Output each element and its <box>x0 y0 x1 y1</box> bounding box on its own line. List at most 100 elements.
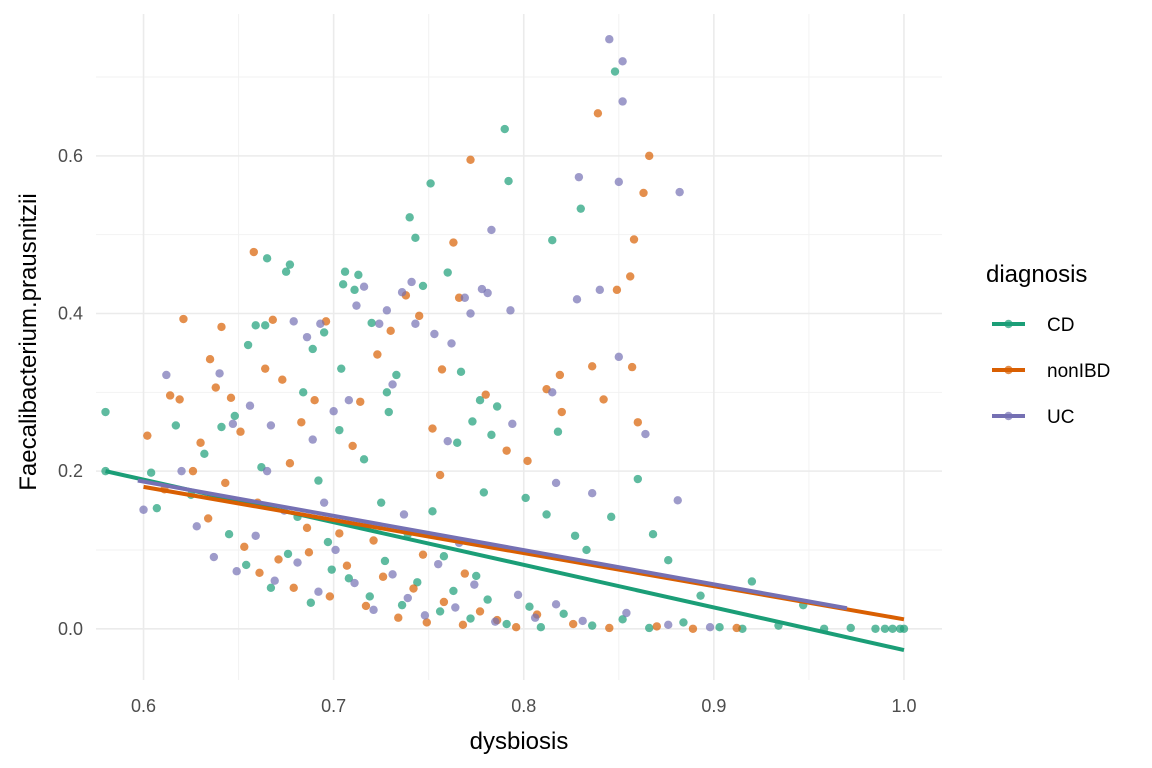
legend-item-uc: UC <box>992 407 1074 428</box>
data-point-cd <box>335 425 344 435</box>
data-point-cd <box>384 407 393 417</box>
data-point-cd <box>340 267 350 276</box>
data-point-nonibd <box>304 548 314 557</box>
data-point-nonibd <box>378 572 388 581</box>
data-point-uc <box>420 611 430 620</box>
data-point-uc <box>572 295 582 304</box>
data-point-cd <box>266 583 276 592</box>
data-point-nonibd <box>626 272 635 281</box>
data-point-uc <box>266 421 276 430</box>
data-point-cd <box>548 236 557 245</box>
data-point-cd <box>299 388 308 397</box>
data-point-nonibd <box>175 395 184 404</box>
data-point-cd <box>633 474 643 484</box>
data-point-cd <box>146 468 156 477</box>
data-point-nonibd <box>211 383 220 392</box>
data-point-uc <box>403 593 412 603</box>
data-point-nonibd <box>652 622 662 631</box>
data-point-nonibd <box>325 592 335 601</box>
data-point-uc <box>551 600 561 609</box>
points-layer <box>101 35 909 633</box>
grid-minor <box>96 14 942 680</box>
data-point-nonibd <box>278 375 287 384</box>
data-point-cd <box>587 621 597 630</box>
data-point-uc <box>350 578 359 588</box>
data-point-uc <box>375 319 384 328</box>
data-point-cd <box>308 344 317 354</box>
legend-label: nonIBD <box>1047 361 1110 382</box>
data-point-nonibd <box>268 315 278 325</box>
data-point-cd <box>468 417 477 426</box>
data-point-nonibd <box>348 441 357 451</box>
data-point-uc <box>548 388 557 397</box>
data-point-cd <box>101 407 110 417</box>
data-point-cd <box>880 624 890 633</box>
y-tick-label: 0.6 <box>58 146 83 166</box>
data-point-uc <box>177 466 186 476</box>
data-point-cd <box>152 503 162 513</box>
data-point-cd <box>664 555 673 565</box>
data-point-nonibd <box>418 550 428 559</box>
data-point-uc <box>587 489 597 498</box>
data-point-cd <box>536 622 546 632</box>
data-point-nonibd <box>236 427 245 436</box>
data-point-cd <box>283 549 293 559</box>
data-point-uc <box>382 306 392 315</box>
data-point-uc <box>466 309 475 318</box>
data-point-uc <box>289 317 298 326</box>
data-point-cd <box>576 204 585 213</box>
data-point-cd <box>747 577 757 586</box>
data-point-cd <box>479 488 489 497</box>
data-point-cd <box>428 507 437 516</box>
data-point-uc <box>352 301 361 310</box>
data-point-cd <box>217 422 226 432</box>
data-point-uc <box>209 552 219 562</box>
data-point-nonibd <box>639 188 648 198</box>
data-point-uc <box>344 396 354 405</box>
data-point-nonibd <box>437 365 447 374</box>
data-point-nonibd <box>633 418 643 427</box>
data-point-cd <box>502 619 511 629</box>
data-point-cd <box>645 623 654 633</box>
trend-lines <box>105 469 905 653</box>
data-point-nonibd <box>302 523 312 533</box>
legend-label: UC <box>1047 407 1074 428</box>
data-point-cd <box>376 498 386 507</box>
data-point-cd <box>648 529 658 539</box>
data-point-cd <box>350 285 359 295</box>
data-point-cd <box>899 624 909 633</box>
data-point-cd <box>344 574 354 583</box>
data-point-cd <box>171 421 181 430</box>
data-point-nonibd <box>557 407 566 417</box>
data-point-cd <box>281 267 291 276</box>
data-point-nonibd <box>428 424 437 433</box>
x-tick-label: 0.8 <box>511 696 536 716</box>
data-point-nonibd <box>289 583 298 592</box>
data-point-cd <box>327 565 336 574</box>
data-point-cd <box>483 595 492 604</box>
legend-title: diagnosis <box>986 261 1087 288</box>
data-point-cd <box>337 364 346 373</box>
data-point-nonibd <box>165 391 175 400</box>
x-axis-ticks: 0.6 0.7 0.8 0.9 1.0 <box>131 696 916 716</box>
data-point-uc <box>407 277 416 287</box>
data-point-uc <box>595 285 604 295</box>
data-point-nonibd <box>226 393 236 403</box>
data-point-nonibd <box>732 623 741 633</box>
legend-key-point <box>1004 319 1013 329</box>
data-point-nonibd <box>143 431 152 440</box>
data-point-nonibd <box>394 613 403 622</box>
data-point-uc <box>331 545 340 555</box>
y-tick-label: 0.4 <box>58 304 83 324</box>
data-point-uc <box>270 576 279 585</box>
data-point-cd <box>504 176 513 186</box>
data-point-cd <box>525 602 534 611</box>
data-point-nonibd <box>361 601 371 611</box>
data-point-uc <box>618 97 627 106</box>
y-axis-title: Faecalibacterium.prausnitzii <box>15 193 42 490</box>
data-point-nonibd <box>460 569 470 578</box>
data-point-nonibd <box>414 311 424 321</box>
data-point-cd <box>200 449 209 458</box>
data-point-uc <box>192 522 201 531</box>
